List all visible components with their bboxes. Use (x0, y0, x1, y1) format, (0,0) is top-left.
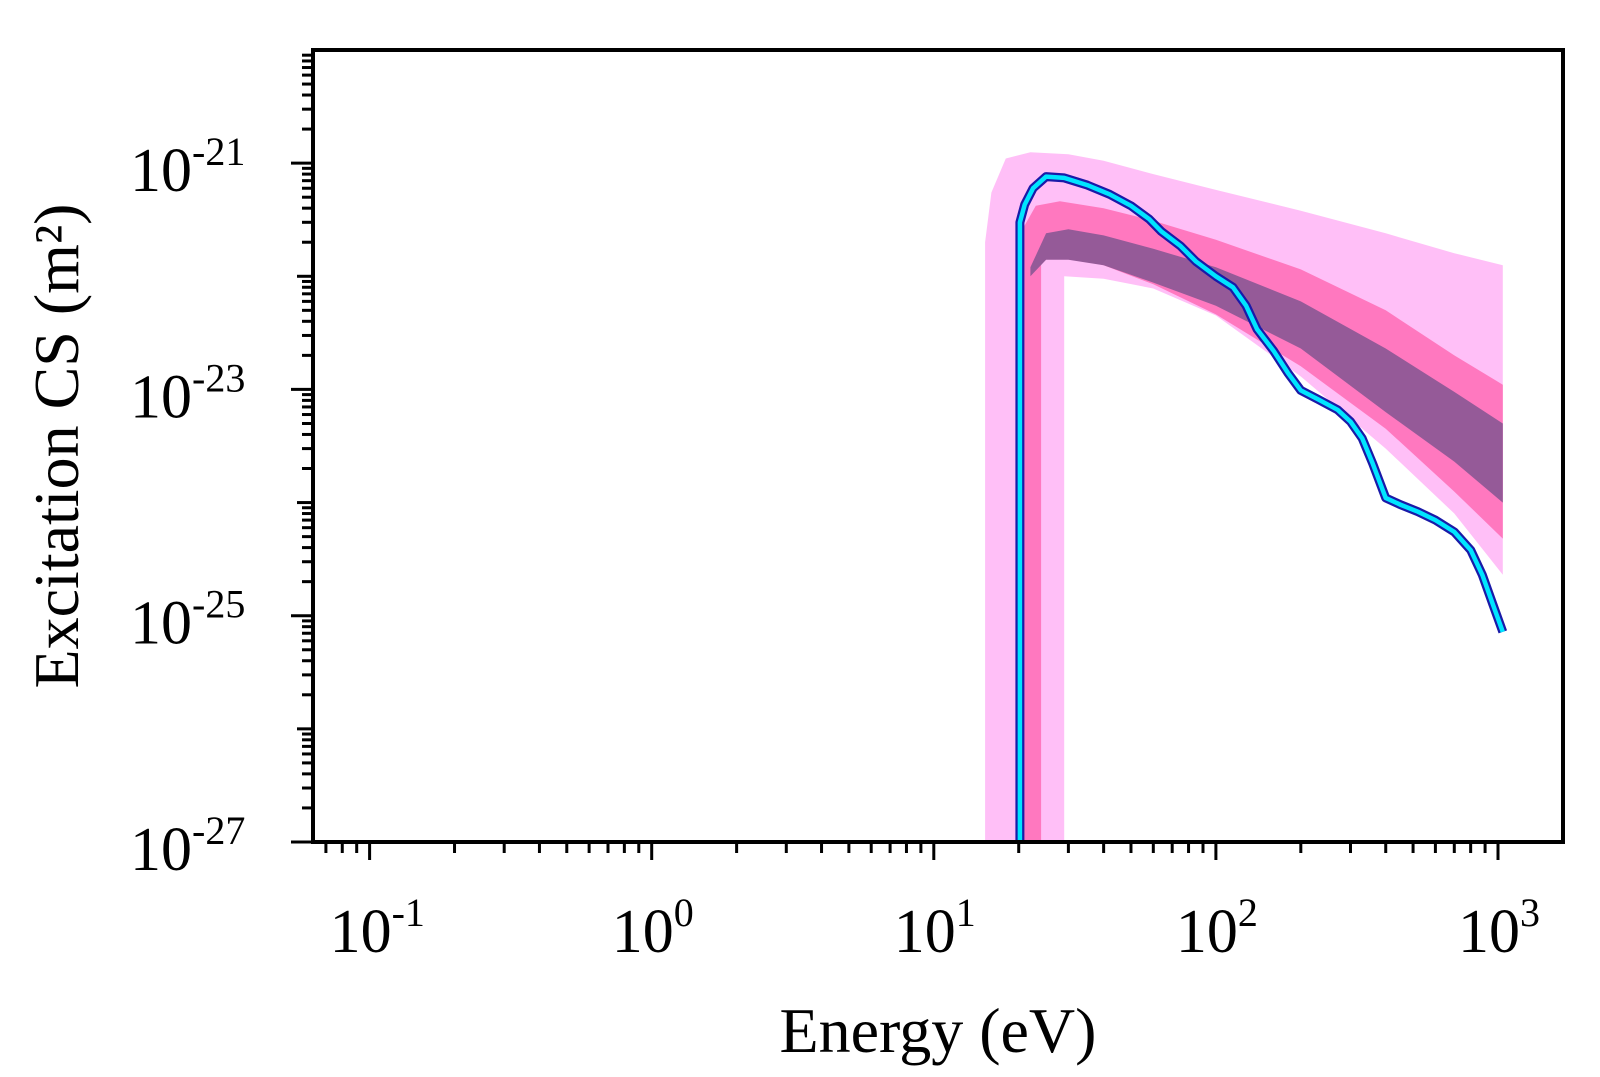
x-tick-label: 102 (1176, 890, 1258, 966)
band-3 (1030, 229, 1503, 503)
series-layer (1015, 172, 1508, 842)
x-axis-title: Energy (eV) (780, 995, 1097, 1066)
y-axis-title: Excitation CS (m²) (21, 204, 92, 689)
x-tick-label: 10-1 (330, 890, 425, 966)
x-tick-label: 100 (612, 890, 694, 966)
series-line (1017, 174, 1505, 842)
y-tick-label: 10-21 (130, 129, 245, 205)
ticks-layer (291, 53, 1500, 860)
y-tick-labels: 10-21 10-23 10-25 10-27 (130, 129, 245, 884)
plot-frame (311, 48, 1565, 844)
x-tick-label: 103 (1458, 890, 1540, 966)
x-tick-label: 101 (894, 890, 976, 966)
y-tick-label: 10-23 (130, 355, 245, 431)
y-tick-label: 10-25 (130, 582, 245, 658)
bands-layer (985, 152, 1503, 843)
x-tick-labels: 10-1 100 101 102 103 (330, 890, 1540, 966)
y-tick-label: 10-27 (130, 808, 245, 884)
